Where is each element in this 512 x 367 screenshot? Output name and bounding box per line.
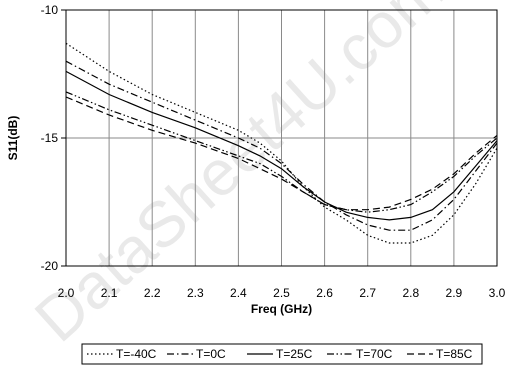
x-tick-label: 3.0 <box>489 286 506 300</box>
legend-label: T=-40C <box>116 347 157 361</box>
x-tick-label: 2.5 <box>273 286 290 300</box>
x-tick-label: 2.8 <box>402 286 419 300</box>
x-tick-label: 2.2 <box>144 286 161 300</box>
legend: T=-40C T=0C T=25C T=70C T=85C <box>81 343 483 365</box>
x-tick-label: 2.9 <box>446 286 463 300</box>
y-tick-label: -10 <box>41 3 59 17</box>
x-tick-label: 2.0 <box>58 286 75 300</box>
x-tick-label: 2.3 <box>187 286 204 300</box>
x-tick-label: 2.4 <box>230 286 247 300</box>
series-line <box>65 70 498 221</box>
y-tick-label: -15 <box>41 131 59 145</box>
legend-label: T=85C <box>436 347 473 361</box>
x-tick-label: 2.6 <box>316 286 333 300</box>
watermark: DataSheet4U.com <box>21 0 458 355</box>
legend-label: T=70C <box>356 347 393 361</box>
y-tick-label: -20 <box>41 259 59 273</box>
legend-box <box>81 343 483 365</box>
series-line <box>65 96 498 211</box>
x-tick-label: 2.1 <box>101 286 118 300</box>
x-axis-label: Freq (GHz) <box>251 302 312 316</box>
y-axis-label: S11(dB) <box>6 116 20 161</box>
legend-label: T=25C <box>276 347 313 361</box>
series-lines <box>65 42 498 244</box>
legend-label: T=0C <box>196 347 226 361</box>
x-tick-label: 2.7 <box>359 286 376 300</box>
axis-ticks: 2.0 2.1 2.2 2.3 2.4 2.5 2.6 2.7 2.8 2.9 3.0 -10 -15 -… <box>41 3 506 300</box>
